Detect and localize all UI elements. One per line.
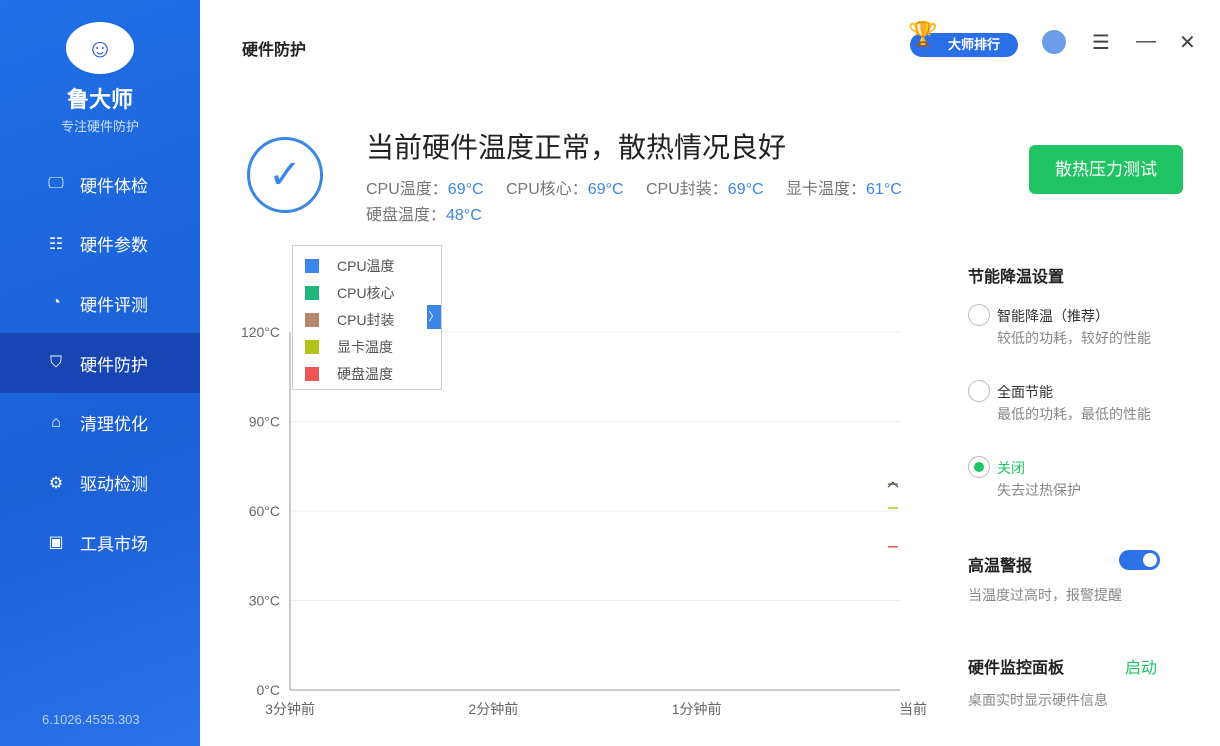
temp-label: 硬盘温度：: [366, 207, 447, 224]
chart-legend: CPU温度 CPU核心 CPU封装显卡温度硬盘温度: [292, 245, 442, 390]
x-tick-label: 2分钟前: [468, 701, 518, 717]
option-desc: 较低的功耗，较好的性能: [997, 330, 1151, 346]
menu-icon[interactable]: ☰: [1092, 32, 1110, 54]
version-label: 6.1026.4535.303: [42, 712, 140, 727]
legend-swatch: [305, 313, 319, 327]
sidebar-item[interactable]: ⛉ 硬件防护: [0, 333, 200, 394]
monitor-title: 硬件监控面板: [968, 660, 1065, 677]
y-tick-label: 60°C: [249, 503, 280, 519]
temp-value: 69°C: [727, 181, 764, 198]
alarm-desc: 当温度过高时，报警提醒: [968, 587, 1122, 603]
temp-value: 48°C: [446, 207, 482, 224]
list-icon: ☷: [48, 235, 64, 253]
stress-test-button[interactable]: 散热压力测试: [1029, 145, 1183, 194]
legend-swatch: [305, 259, 319, 273]
legend-item[interactable]: CPU温度: [305, 256, 395, 276]
sidebar-item-label: 工具市场: [80, 534, 148, 554]
status-headline: 当前硬件温度正常，散热情况良好: [366, 132, 787, 163]
option-label: 智能降温（推荐）: [997, 308, 1109, 324]
close-icon[interactable]: ✕: [1179, 32, 1196, 54]
legend-item[interactable]: CPU封装: [305, 310, 395, 330]
sidebar-item-label: 硬件评测: [80, 295, 148, 315]
settings-title: 节能降温设置: [968, 269, 1065, 286]
temperature-chart: 0°C 30°C 60°C 90°C 120°C 3分钟前 2分钟前 1分钟前 当前: [241, 324, 927, 717]
minimize-icon[interactable]: —: [1136, 30, 1156, 52]
y-tick-label: 90°C: [249, 414, 280, 430]
shield-icon: ⛉: [49, 354, 62, 372]
legend-label: CPU温度: [337, 258, 395, 274]
brand-tagline: 专注硬件防护: [60, 119, 139, 134]
sidebar: ☺ 鲁大师 专注硬件防护 🖵 硬件体检 ☷ 硬件参数 ◔ 硬件评测 ⛉ 硬件防护 ⌂ 清理优化 ⚙ 驱…: [0, 0, 200, 746]
legend-label: 显卡温度: [337, 339, 393, 355]
legend-item[interactable]: 硬盘温度: [305, 364, 393, 384]
temp-value: 69°C: [447, 181, 484, 198]
legend-label: CPU封装: [337, 312, 395, 328]
page-title: 硬件防护: [242, 42, 307, 59]
sidebar-item[interactable]: ▣ 工具市场: [0, 512, 200, 572]
brand-name: 鲁大师: [66, 87, 133, 112]
peak-marker-icon: [887, 481, 899, 488]
legend-collapse-button[interactable]: 〉: [427, 305, 441, 329]
monitor-desc: 桌面实时显示硬件信息: [968, 692, 1108, 708]
sidebar-item[interactable]: 🖵 硬件体检: [0, 154, 200, 214]
logo-icon: ☺: [66, 22, 134, 74]
y-tick-label: 0°C: [257, 682, 281, 698]
sidebar-item[interactable]: ⌂ 清理优化: [0, 393, 200, 453]
option-label: 关闭: [997, 460, 1025, 476]
temp-label: CPU封装：: [646, 181, 728, 198]
legend-swatch: [305, 340, 319, 354]
sidebar-item-label: 清理优化: [80, 415, 148, 435]
user-avatar-icon[interactable]: [1042, 30, 1066, 54]
temp-label: 显卡温度：: [786, 181, 867, 198]
radio-option[interactable]: [968, 380, 990, 402]
legend-item[interactable]: CPU核心: [305, 283, 395, 303]
sidebar-item[interactable]: ☷ 硬件参数: [0, 214, 200, 274]
sidebar-item-label: 硬件参数: [80, 236, 148, 256]
x-tick-label: 3分钟前: [265, 701, 315, 717]
y-tick-label: 120°C: [241, 324, 280, 340]
legend-label: 硬盘温度: [337, 366, 393, 382]
sidebar-item-label: 驱动检测: [80, 475, 148, 494]
alarm-title: 高温警报: [968, 558, 1033, 575]
gauge-icon: ◔: [51, 294, 61, 312]
option-label: 全面节能: [997, 384, 1053, 400]
gear-icon: ⚙: [48, 474, 64, 492]
legend-item[interactable]: 显卡温度: [305, 337, 393, 357]
broom-icon: ⌂: [51, 413, 61, 431]
temperature-readouts: CPU温度：69°C CPU核心：69°C CPU封装：69°C 显卡温度：61…: [366, 177, 966, 229]
radio-option[interactable]: [968, 304, 990, 326]
rank-label: 大师排行: [948, 37, 1001, 52]
option-desc: 失去过热保护: [997, 482, 1081, 498]
sidebar-item[interactable]: ◔ 硬件评测: [0, 273, 200, 333]
check-icon: ✓: [247, 137, 323, 213]
x-tick-label: 1分钟前: [672, 701, 722, 717]
temp-label: CPU核心：: [506, 181, 588, 198]
alarm-toggle[interactable]: [1119, 550, 1160, 570]
sidebar-item-label: 硬件体检: [80, 176, 148, 196]
legend-swatch: [305, 286, 319, 300]
monitor-start-link[interactable]: 启动: [1125, 660, 1158, 677]
legend-label: CPU核心: [337, 285, 395, 301]
radio-option[interactable]: [968, 456, 990, 478]
x-tick-label: 当前: [899, 701, 927, 717]
trophy-icon: 🏆: [908, 21, 938, 48]
toolbox-icon: ▣: [48, 534, 64, 552]
option-desc: 最低的功耗，最低的性能: [997, 406, 1151, 422]
rank-button[interactable]: 🏆 大师排行: [908, 23, 1018, 57]
temp-value: 61°C: [866, 181, 902, 198]
y-tick-label: 30°C: [249, 593, 280, 609]
sidebar-item-label: 硬件防护: [80, 355, 148, 375]
monitor-icon: 🖵: [48, 175, 64, 192]
temp-label: CPU温度：: [366, 181, 448, 198]
legend-swatch: [305, 367, 319, 381]
sidebar-item[interactable]: ⚙ 驱动检测: [0, 453, 200, 513]
temp-value: 69°C: [587, 181, 624, 198]
